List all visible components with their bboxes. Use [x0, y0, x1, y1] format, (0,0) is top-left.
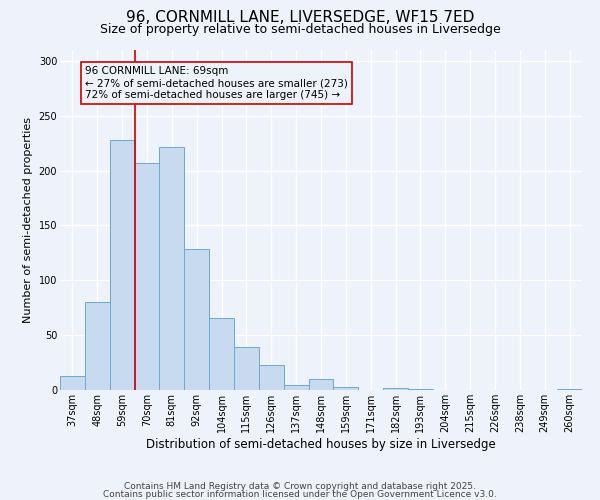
Bar: [408, 389, 433, 390]
Bar: [110, 140, 134, 390]
X-axis label: Distribution of semi-detached houses by size in Liversedge: Distribution of semi-detached houses by …: [146, 438, 496, 450]
Text: Contains HM Land Registry data © Crown copyright and database right 2025.: Contains HM Land Registry data © Crown c…: [124, 482, 476, 491]
Bar: [85, 302, 110, 390]
Text: Contains public sector information licensed under the Open Government Licence v3: Contains public sector information licen…: [103, 490, 497, 499]
Text: Size of property relative to semi-detached houses in Liversedge: Size of property relative to semi-detach…: [100, 22, 500, 36]
Text: 96, CORNMILL LANE, LIVERSEDGE, WF15 7ED: 96, CORNMILL LANE, LIVERSEDGE, WF15 7ED: [126, 10, 474, 25]
Bar: [160, 146, 184, 390]
Bar: [259, 365, 284, 390]
Bar: [557, 389, 582, 390]
Bar: [209, 318, 234, 390]
Y-axis label: Number of semi-detached properties: Number of semi-detached properties: [23, 117, 33, 323]
Bar: [284, 384, 308, 390]
Bar: [184, 248, 209, 390]
Bar: [60, 376, 85, 390]
Bar: [134, 163, 160, 390]
Bar: [383, 388, 408, 390]
Bar: [308, 379, 334, 390]
Bar: [234, 347, 259, 390]
Bar: [334, 386, 358, 390]
Text: 96 CORNMILL LANE: 69sqm
← 27% of semi-detached houses are smaller (273)
72% of s: 96 CORNMILL LANE: 69sqm ← 27% of semi-de…: [85, 66, 348, 100]
